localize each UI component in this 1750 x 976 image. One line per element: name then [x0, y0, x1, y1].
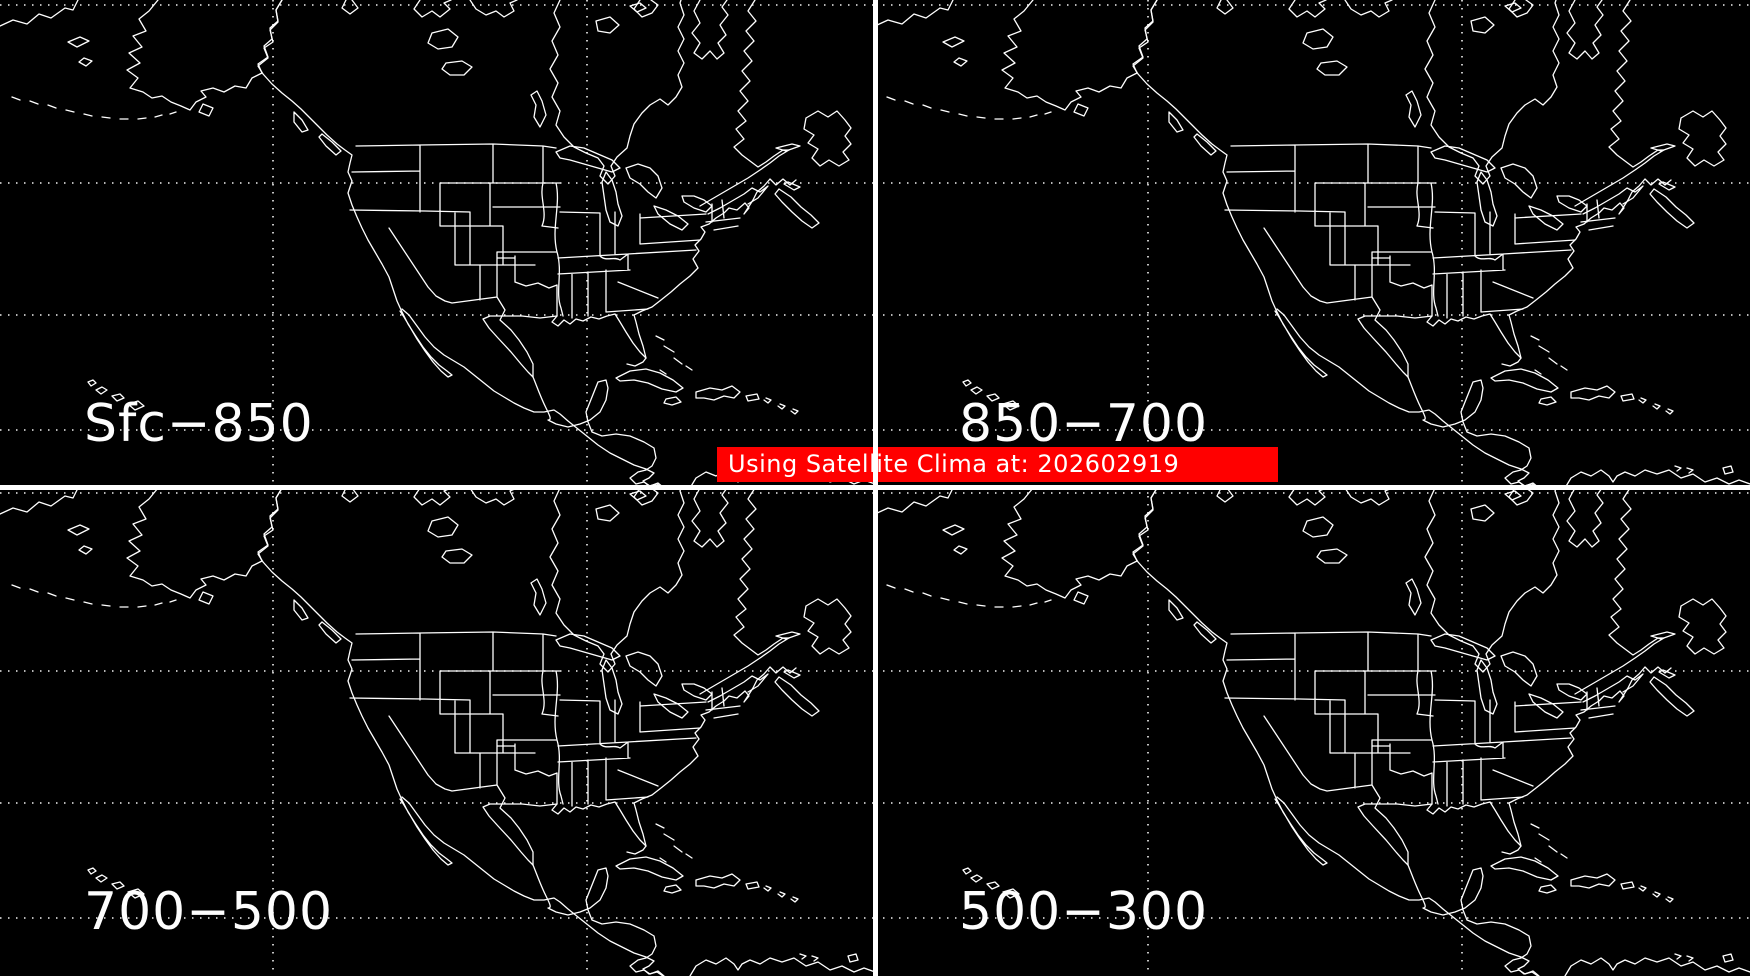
map-panel-sfc-850: Sfc−850 — [0, 0, 875, 488]
map-panel-500-300: 500−300 — [875, 488, 1750, 976]
map-panel-700-500: 700−500 — [0, 488, 875, 976]
panel-label-sfc-850: Sfc−850 — [84, 394, 314, 454]
status-banner: Using Satellite Clima at: 202602919 — [717, 447, 1278, 482]
panel-label-700-500: 700−500 — [84, 882, 334, 942]
vertical-divider — [873, 0, 878, 976]
map-panel-850-700: 850−700 — [875, 0, 1750, 488]
panel-label-850-700: 850−700 — [959, 394, 1209, 454]
panel-label-500-300: 500−300 — [959, 882, 1209, 942]
